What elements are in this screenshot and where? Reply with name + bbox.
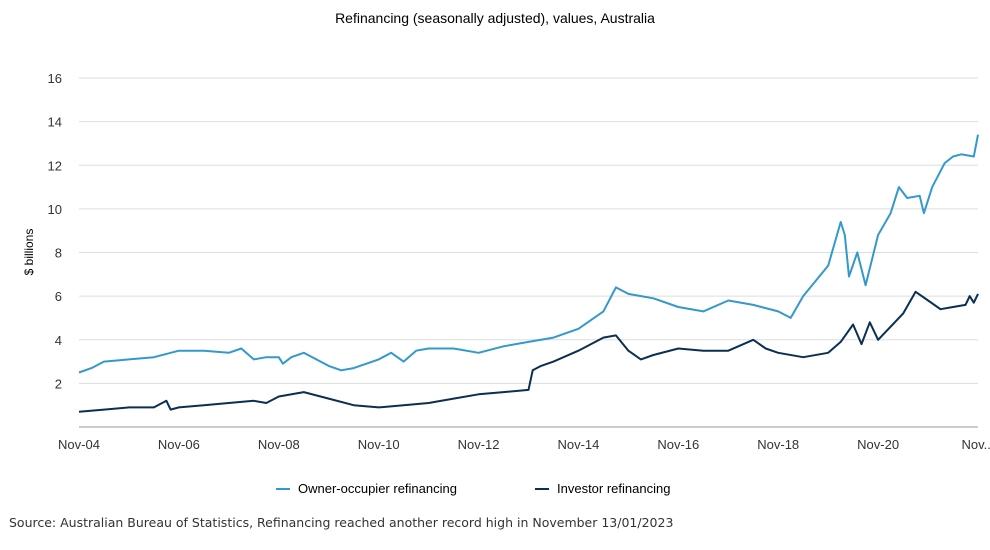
x-tick-label: Nov-14 <box>557 437 599 452</box>
legend-label-investor: Investor refinancing <box>557 481 671 496</box>
y-axis-label: $ billions <box>22 229 36 276</box>
y-tick-label: 8 <box>55 246 62 261</box>
x-tick-label: Nov-18 <box>757 437 799 452</box>
y-tick-label: 4 <box>55 333 62 348</box>
line-chart: 2 4 6 8 10 12 14 16 Nov-04 Nov-06 Nov-08 Nov-10 Nov-… <box>22 71 990 452</box>
x-tick-label: Nov-20 <box>857 437 899 452</box>
chart-title: Refinancing (seasonally adjusted), value… <box>335 10 655 26</box>
series-line-owner-occupier <box>78 134 979 374</box>
y-tick-label: 16 <box>48 71 62 86</box>
legend-label-owner-occupier: Owner-occupier refinancing <box>298 481 457 496</box>
x-tick-label: Nov-08 <box>258 437 300 452</box>
series-line-investor <box>78 290 979 413</box>
y-tick-label: 6 <box>55 289 62 304</box>
legend-item-owner-occupier[interactable]: Owner-occupier refinancing <box>276 481 457 496</box>
y-tick-label: 14 <box>48 115 62 130</box>
legend-swatch-investor <box>535 487 549 490</box>
y-tick-label: 10 <box>48 202 62 217</box>
legend-swatch-owner-occupier <box>276 487 290 490</box>
x-tick-label: Nov-16 <box>657 437 699 452</box>
source-note: Source: Australian Bureau of Statistics,… <box>9 515 674 530</box>
x-tick-label: Nov... <box>962 437 990 452</box>
x-tick-label: Nov-12 <box>458 437 500 452</box>
y-tick-label: 2 <box>55 376 62 391</box>
y-tick-label: 12 <box>48 158 62 173</box>
x-tick-label: Nov-10 <box>358 437 400 452</box>
legend-item-investor[interactable]: Investor refinancing <box>535 481 670 496</box>
x-tick-label: Nov-06 <box>158 437 200 452</box>
x-tick-label: Nov-04 <box>58 437 100 452</box>
